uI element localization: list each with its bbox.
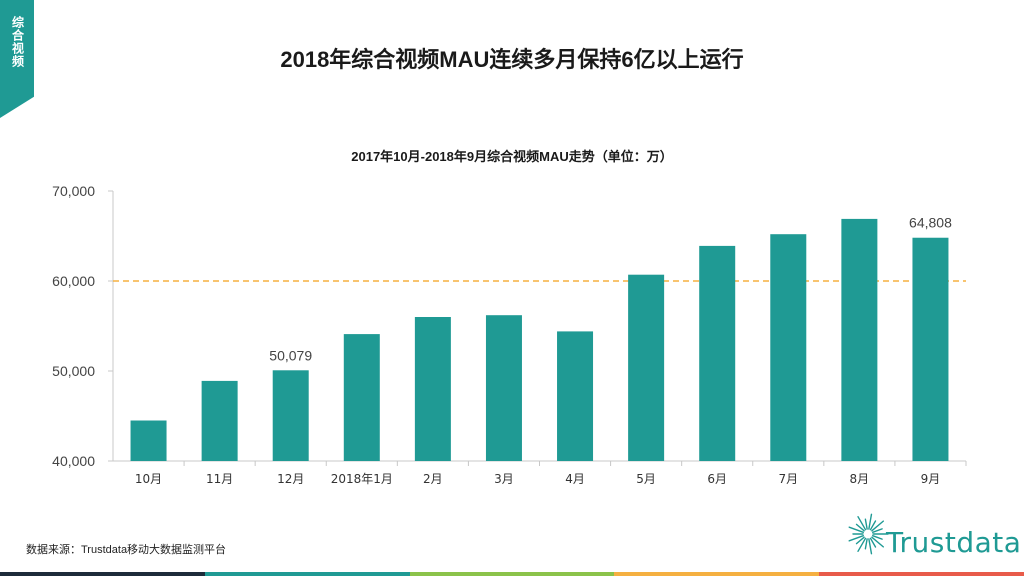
sunburst-ray [864, 518, 868, 530]
sunburst-ray [864, 538, 868, 550]
x-tick-label: 2018年1月 [331, 472, 393, 486]
bar [628, 274, 665, 461]
x-tick-label: 7月 [778, 472, 798, 486]
strip-segment [409, 572, 615, 576]
x-tick-label: 8月 [850, 472, 870, 486]
brand-wordmark: Trustdata [886, 526, 1022, 559]
y-tick-label: 40,000 [52, 453, 95, 469]
bar [414, 317, 451, 461]
footer-color-strip [0, 572, 1024, 576]
sunburst-ray [869, 537, 877, 548]
page-title: 2018年综合视频MAU连续多月保持6亿以上运行 [280, 47, 744, 72]
bar [557, 331, 594, 461]
x-tick-label: 5月 [636, 472, 656, 486]
sunburst-ray [855, 536, 865, 545]
bar [343, 334, 380, 461]
data-label: 50,079 [269, 347, 312, 363]
bar [272, 370, 309, 461]
sunburst-ray [871, 535, 883, 540]
brand-logo: Trustdata [846, 508, 1021, 560]
x-tick-label: 11月 [206, 472, 233, 486]
bar [770, 234, 807, 461]
sunburst-ray [857, 515, 867, 531]
data-label: 64,808 [909, 215, 952, 231]
bar [912, 237, 949, 461]
y-tick-label: 70,000 [52, 183, 95, 199]
source-note: 数据来源：Trustdata移动大数据监测平台 [26, 544, 227, 556]
section-tab [0, 0, 34, 118]
sunburst-ray [855, 523, 865, 532]
sunburst-ray [871, 536, 885, 548]
sunburst-icon [848, 513, 889, 555]
bar [485, 315, 522, 461]
strip-segment [614, 572, 820, 576]
sunburst-ray [868, 538, 873, 555]
bar [699, 245, 736, 461]
section-label: 综合视频 [10, 16, 25, 68]
strip-segment [0, 572, 205, 576]
x-tick-label: 4月 [565, 472, 585, 486]
y-tick-label: 60,000 [52, 273, 95, 289]
sunburst-ray [848, 535, 865, 542]
sunburst-ray [848, 526, 865, 533]
x-tick-label: 2月 [423, 472, 443, 486]
x-tick-label: 3月 [494, 472, 514, 486]
sunburst-ray [871, 520, 885, 532]
x-tick-label: 6月 [707, 472, 727, 486]
chart-title: 2017年10月-2018年9月综合视频MAU走势（单位：万） [351, 149, 673, 164]
strip-segment [819, 572, 1024, 576]
x-tick-label: 12月 [277, 472, 304, 486]
bar [841, 218, 878, 461]
x-tick-label: 9月 [921, 472, 941, 486]
bar [201, 380, 238, 461]
sunburst-ray [869, 520, 877, 531]
sunburst-ray [857, 537, 867, 553]
strip-segment [204, 572, 410, 576]
sunburst-ray [871, 528, 883, 533]
x-tick-label: 10月 [135, 472, 162, 486]
y-tick-label: 50,000 [52, 363, 95, 379]
sunburst-ray [868, 513, 873, 530]
bar [130, 420, 167, 461]
